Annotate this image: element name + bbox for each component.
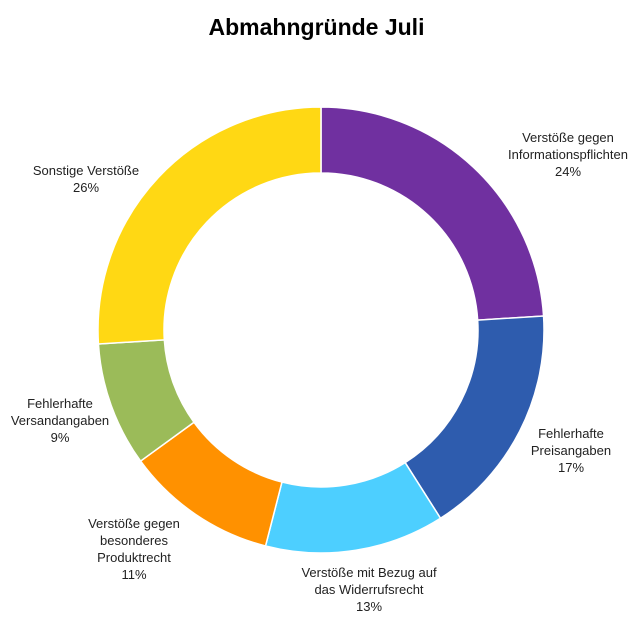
slice-label-line: besonderes — [100, 533, 168, 548]
donut-slice — [404, 315, 545, 520]
slice-label-line: Verstöße mit Bezug auf — [301, 565, 437, 580]
slice-label-line: Sonstige Verstöße — [33, 163, 139, 178]
slice-percent: 17% — [558, 460, 584, 475]
slice-label-line: Preisangaben — [531, 443, 611, 458]
slice-label-line: Verstöße gegen — [522, 130, 614, 145]
slice-label-line: Produktrecht — [97, 550, 171, 565]
slice-label-line: Versandangaben — [11, 413, 109, 428]
slice-label-line: Informationspflichten — [508, 147, 628, 162]
slice-label-line: das Widerrufsrecht — [314, 582, 423, 597]
slice-percent: 11% — [121, 567, 146, 582]
slice-percent: 24% — [555, 164, 581, 179]
donut-slice — [264, 461, 442, 554]
slice-label-line: Verstöße gegen — [88, 516, 180, 531]
slice-percent: 26% — [73, 180, 99, 195]
slice-labels: Verstöße gegen Informationspflichten 24% Fe… — [11, 130, 628, 614]
slice-percent: 13% — [356, 599, 382, 614]
slice-label: Verstöße mit Bezug auf das Widerrufsrecht… — [301, 565, 437, 614]
donut-slices — [97, 106, 545, 554]
chart-title: Abmahngründe Juli — [208, 14, 425, 40]
slice-label: Verstöße gegen besonderes Produktrecht 11% — [88, 516, 180, 582]
slice-label: Fehlerhafte Versandangaben 9% — [11, 396, 109, 445]
donut-slice — [320, 106, 545, 321]
slice-label: Fehlerhafte Preisangaben 17% — [531, 426, 611, 475]
slice-label-line: Fehlerhafte — [538, 426, 604, 441]
slice-percent: 9% — [51, 430, 70, 445]
slice-label-line: Fehlerhafte — [27, 396, 93, 411]
donut-slice — [97, 106, 322, 345]
slice-label: Verstöße gegen Informationspflichten 24% — [508, 130, 628, 179]
slice-label: Sonstige Verstöße 26% — [33, 163, 139, 195]
